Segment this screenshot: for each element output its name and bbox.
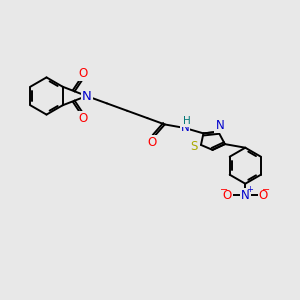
Text: O: O xyxy=(259,189,268,202)
Text: +: + xyxy=(247,185,254,194)
Text: −: − xyxy=(220,185,228,195)
Text: S: S xyxy=(191,140,198,153)
Text: N: N xyxy=(82,89,92,103)
Text: O: O xyxy=(78,112,88,125)
Text: N: N xyxy=(241,189,250,202)
Text: −: − xyxy=(262,185,270,195)
Text: O: O xyxy=(78,67,88,80)
Text: O: O xyxy=(147,136,157,149)
Text: H: H xyxy=(183,116,190,126)
Text: N: N xyxy=(215,119,224,132)
Text: N: N xyxy=(181,122,189,134)
Text: O: O xyxy=(223,189,232,202)
